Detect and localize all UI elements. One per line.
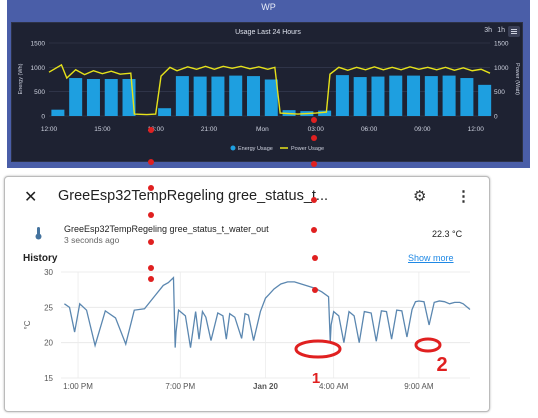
range-1h-button[interactable]: 1h bbox=[497, 27, 505, 34]
legend-power-label: Power Usage bbox=[291, 146, 324, 152]
energy-bar bbox=[460, 78, 474, 116]
entity-state-value: 22.3 °C bbox=[432, 229, 463, 239]
energy-bar bbox=[193, 76, 207, 116]
y-axis-unit-label: °C bbox=[23, 320, 32, 329]
y-right-tick-label: 0 bbox=[494, 114, 498, 121]
usage-chart-title: Usage Last 24 Hours bbox=[235, 29, 301, 36]
x-tick-label: 12:00 bbox=[468, 126, 485, 133]
y-right-tick-label: 500 bbox=[494, 89, 505, 96]
energy-bar bbox=[211, 76, 225, 116]
energy-bar bbox=[442, 75, 456, 116]
x-tick-label: Jan 20 bbox=[253, 382, 278, 391]
x-tick-label: 1:00 PM bbox=[63, 382, 93, 391]
energy-bar bbox=[335, 75, 349, 116]
x-tick-label: 21:00 bbox=[201, 126, 218, 133]
x-tick-label: 18:00 bbox=[148, 126, 165, 133]
energy-bar bbox=[371, 76, 385, 116]
y-tick-label: 25 bbox=[44, 303, 53, 312]
y-left-tick-label: 1000 bbox=[31, 65, 46, 72]
entity-name: GreeEsp32TempRegeling gree_status_t_wate… bbox=[64, 224, 269, 234]
dialog-title: GreeEsp32TempRegeling gree_status_t... bbox=[58, 188, 329, 204]
energy-bar bbox=[69, 78, 83, 116]
x-tick-label: 9:00 AM bbox=[404, 382, 434, 391]
legend-energy-label: Energy Usage bbox=[238, 146, 273, 152]
last-changed-time: 3 seconds ago bbox=[64, 235, 120, 245]
range-3h-button[interactable]: 3h bbox=[484, 27, 492, 34]
gear-icon[interactable]: ⚙ bbox=[413, 188, 427, 205]
more-vertical-icon[interactable]: ⋮ bbox=[456, 188, 471, 205]
energy-bar bbox=[51, 109, 65, 116]
energy-dashboard-panel: WP Usage Last 24 Hours 0 0 500 500 1000 1000 15… bbox=[7, 0, 530, 168]
y-tick-label: 20 bbox=[44, 339, 53, 348]
energy-bar bbox=[353, 77, 367, 116]
y-right-tick-label: 1000 bbox=[494, 65, 509, 72]
window-title: WP bbox=[261, 2, 276, 12]
energy-bar bbox=[104, 79, 118, 116]
energy-bar bbox=[246, 76, 260, 116]
legend-energy-marker bbox=[230, 145, 236, 151]
x-tick-label: 4:00 AM bbox=[319, 382, 349, 391]
x-tick-label: 7:00 PM bbox=[165, 382, 195, 391]
x-tick-label: 15:00 bbox=[94, 126, 111, 133]
chart-menu-icon[interactable] bbox=[508, 26, 520, 37]
energy-bar bbox=[407, 75, 421, 116]
x-tick-label: 03:00 bbox=[308, 126, 325, 133]
y-right-tick-label: 1500 bbox=[494, 41, 509, 48]
x-tick-label: 12:00 bbox=[41, 126, 58, 133]
energy-bar bbox=[86, 79, 100, 116]
usage-chart-panel: Usage Last 24 Hours 0 0 500 500 1000 1000 1500 1… bbox=[11, 22, 523, 162]
y-tick-label: 30 bbox=[44, 268, 53, 277]
y-left-tick-label: 1500 bbox=[31, 41, 46, 48]
y-left-tick-label: 500 bbox=[34, 89, 45, 96]
y-right-axis-label: Power (Watt) bbox=[514, 63, 520, 95]
power-usage-line bbox=[48, 63, 491, 116]
energy-bar bbox=[175, 76, 189, 116]
usage-chart: Usage Last 24 Hours 0 0 500 500 1000 1000 1500 1… bbox=[18, 29, 520, 152]
x-tick-label: 06:00 bbox=[361, 126, 378, 133]
thermometer-icon bbox=[35, 227, 42, 240]
energy-bar bbox=[424, 76, 438, 116]
x-tick-label: 09:00 bbox=[414, 126, 431, 133]
energy-bar bbox=[318, 110, 332, 116]
temperature-history-line bbox=[64, 276, 471, 349]
y-left-tick-label: 0 bbox=[41, 114, 45, 121]
close-icon[interactable]: ✕ bbox=[24, 189, 38, 206]
energy-bar bbox=[478, 84, 492, 116]
x-tick-label: Mon bbox=[256, 126, 269, 133]
energy-bar bbox=[158, 108, 172, 116]
energy-bar bbox=[264, 79, 278, 116]
history-heading: History bbox=[23, 253, 58, 264]
entity-more-info-dialog bbox=[4, 176, 490, 412]
y-left-axis-label: Energy (Wh) bbox=[18, 63, 24, 94]
energy-bar bbox=[229, 75, 243, 116]
show-more-link[interactable]: Show more bbox=[408, 253, 454, 263]
y-tick-label: 15 bbox=[44, 374, 53, 383]
energy-bar bbox=[389, 75, 403, 116]
